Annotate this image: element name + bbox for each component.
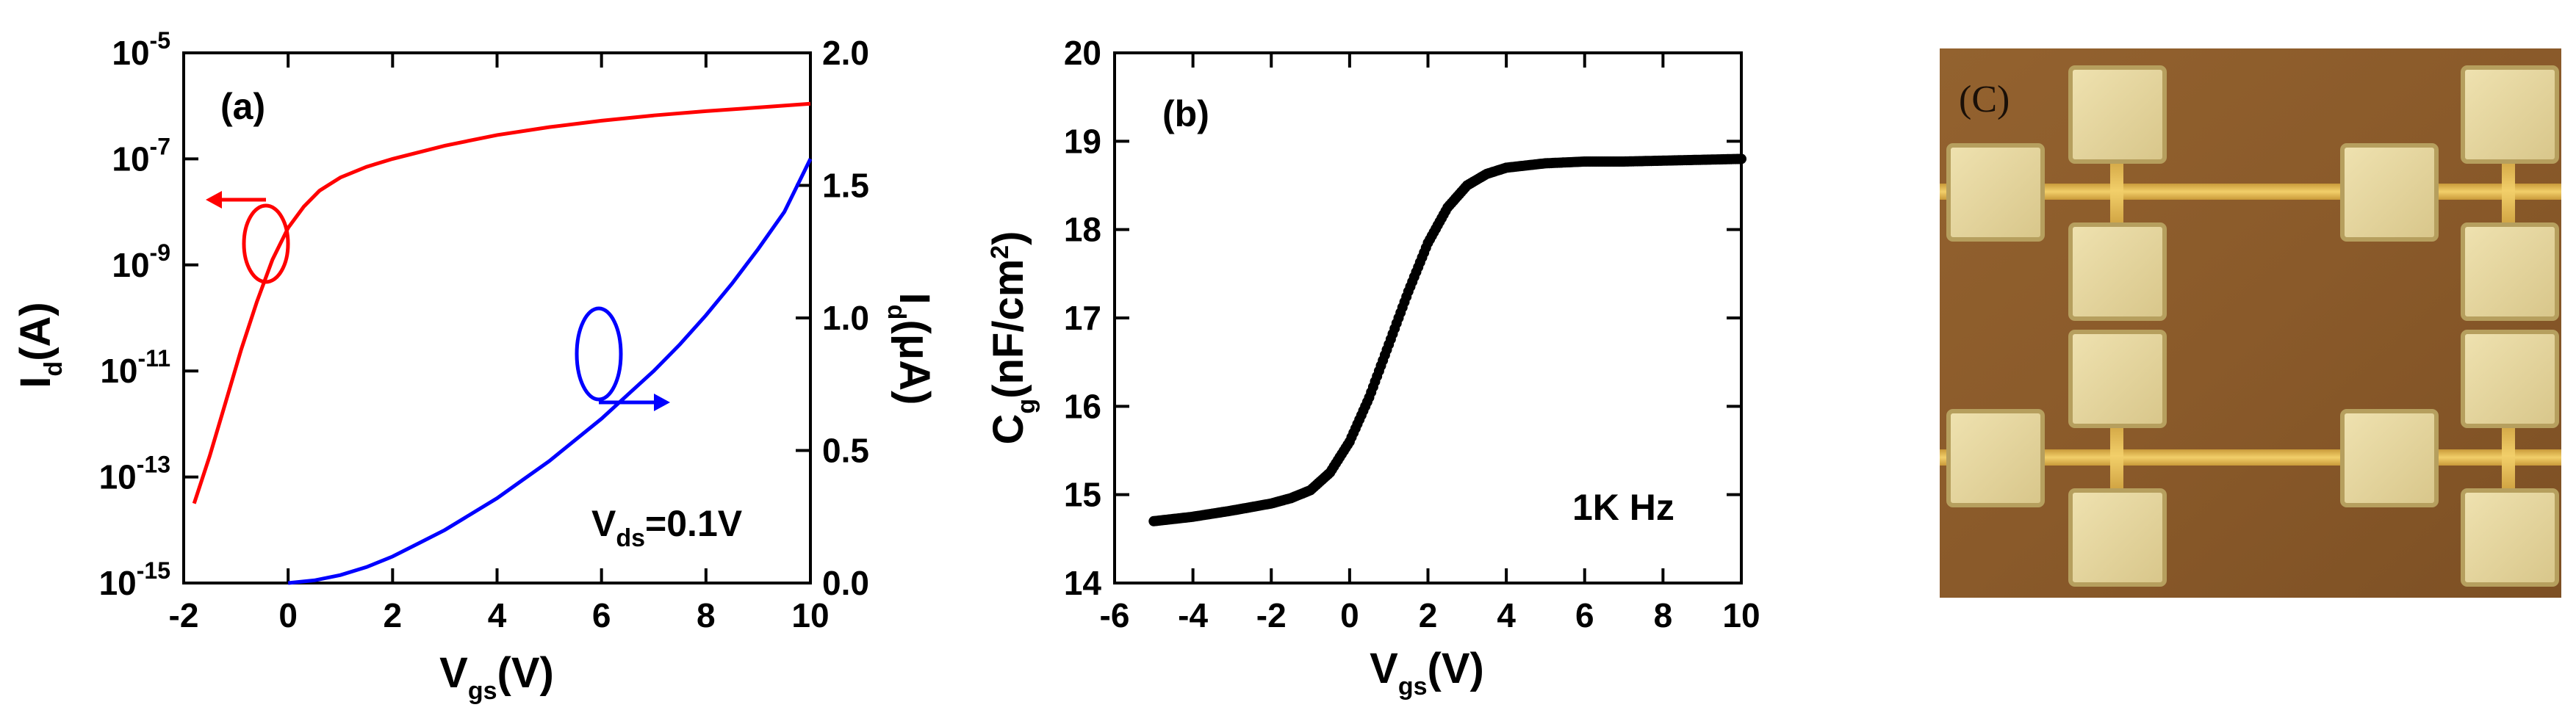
chart-panel-a: -2 0 2 4 6 8 10 10-15 10-13 10-11 10-9 10-7 10-5 0.… [12, 27, 938, 705]
micrograph-background [1940, 48, 2561, 598]
x-tick-label: 0 [278, 596, 298, 634]
y-tick-label: 19 [1064, 122, 1101, 160]
right-y-tick-label: 1.5 [822, 167, 869, 205]
x-tick-label: 2 [1419, 596, 1438, 634]
left-y-tick-label: 10-13 [99, 452, 170, 496]
panel-b-label: (b) [1162, 93, 1209, 134]
x-tick-label: 4 [1497, 596, 1516, 634]
via-stub [2110, 151, 2123, 231]
panel-b-x-axis-title: Vgs(V) [1370, 645, 1484, 701]
contact-pad [2461, 488, 2559, 587]
left-y-tick-label: 10-7 [112, 133, 170, 178]
right-y-tick-label: 2.0 [822, 34, 869, 72]
right-y-tick-label: 1.0 [822, 299, 869, 337]
contact-pad [2340, 143, 2439, 242]
y-tick-label: 20 [1064, 34, 1101, 72]
left-y-tick-label: 10-15 [99, 557, 170, 602]
cg-data-point [1736, 153, 1746, 164]
device-micrograph: (C) [1940, 48, 2561, 598]
x-tick-label: 8 [1654, 596, 1673, 634]
right-y-tick-label: 0.5 [822, 432, 869, 470]
blue-series-circle-marker [575, 306, 623, 402]
contact-pad [2461, 330, 2559, 428]
left-y-tick-label: 10-9 [112, 239, 170, 284]
panel-a-left-y-axis-title: Id(A) [12, 302, 68, 388]
contact-pad [2461, 65, 2559, 164]
y-tick-label: 14 [1064, 564, 1102, 602]
left-y-tick-label: 10-5 [112, 27, 170, 72]
contact-pad [2068, 65, 2167, 164]
series-red-log-current [192, 101, 811, 504]
contact-pad [2461, 222, 2559, 321]
via-stub [2110, 416, 2123, 496]
series-blue-linear-current [287, 158, 813, 585]
y-tick-label: 15 [1064, 476, 1101, 514]
panel-b-y-axis-title: Cg(nF/cm2) [985, 231, 1040, 444]
via-stub [2502, 416, 2515, 496]
panel-a-x-axis-title: Vgs(V) [439, 649, 554, 705]
contact-pad [2068, 330, 2167, 428]
red-arrow-left-icon [206, 191, 222, 209]
contact-pad [1946, 409, 2045, 507]
x-tick-label: 6 [1575, 596, 1594, 634]
panel-a-label: (a) [220, 86, 265, 127]
frequency-annotation: 1K Hz [1572, 487, 1674, 528]
x-tick-label: 0 [1340, 596, 1359, 634]
x-tick-label: 4 [488, 596, 507, 634]
left-y-tick-label: 10-11 [100, 345, 170, 390]
red-series-circle-marker [242, 203, 290, 284]
panel-a-right-y-axis-title: Id(μA) [882, 293, 938, 405]
chart-panel-b: -6 -4 -2 0 2 4 6 8 10 14 15 16 17 18 19 20 (b) 1K Hz V… [985, 34, 1760, 701]
blue-arrow-right-icon [654, 394, 670, 411]
right-y-tick-label: 0.0 [822, 564, 869, 602]
x-tick-label: 6 [592, 596, 611, 634]
contact-pad [2340, 409, 2439, 507]
panel-c-label: (C) [1959, 79, 2010, 120]
y-tick-label: 17 [1064, 299, 1101, 337]
x-tick-label: -6 [1100, 596, 1130, 634]
x-tick-label: 8 [697, 596, 716, 634]
x-tick-label: 10 [1722, 596, 1760, 634]
y-tick-label: 16 [1064, 387, 1101, 425]
contact-pad [2068, 222, 2167, 321]
x-tick-label: 10 [791, 596, 829, 634]
contact-pad [1946, 143, 2045, 242]
vds-annotation: Vds=0.1V [591, 503, 743, 552]
via-stub [2502, 151, 2515, 231]
x-tick-label: 2 [384, 596, 403, 634]
x-tick-label: -4 [1178, 596, 1208, 634]
x-tick-label: -2 [1256, 596, 1287, 634]
x-tick-label: -2 [169, 596, 199, 634]
contact-pad [2068, 488, 2167, 587]
y-tick-label: 18 [1064, 211, 1101, 249]
